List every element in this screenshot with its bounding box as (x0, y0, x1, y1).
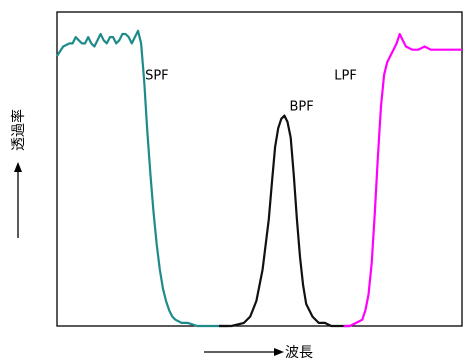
y-axis-label-group: 透過率 (10, 109, 27, 238)
series-line-bpf (219, 114, 350, 328)
series-layer (56, 29, 462, 328)
series-line-spf (56, 29, 229, 328)
annotation-layer: SPF BPF LPF (145, 68, 357, 114)
x-axis-label: 波長 (285, 345, 313, 361)
x-axis-arrow-head (274, 348, 284, 356)
annotation-bpf: BPF (290, 100, 314, 115)
y-axis-arrow-head (14, 162, 22, 172)
series-line-lpf (343, 32, 462, 328)
y-axis-label: 透過率 (10, 109, 27, 151)
x-axis-label-group: 波長 (204, 345, 313, 361)
annotation-spf: SPF (145, 68, 169, 83)
annotation-lpf: LPF (334, 68, 357, 83)
plot-frame (56, 11, 463, 327)
